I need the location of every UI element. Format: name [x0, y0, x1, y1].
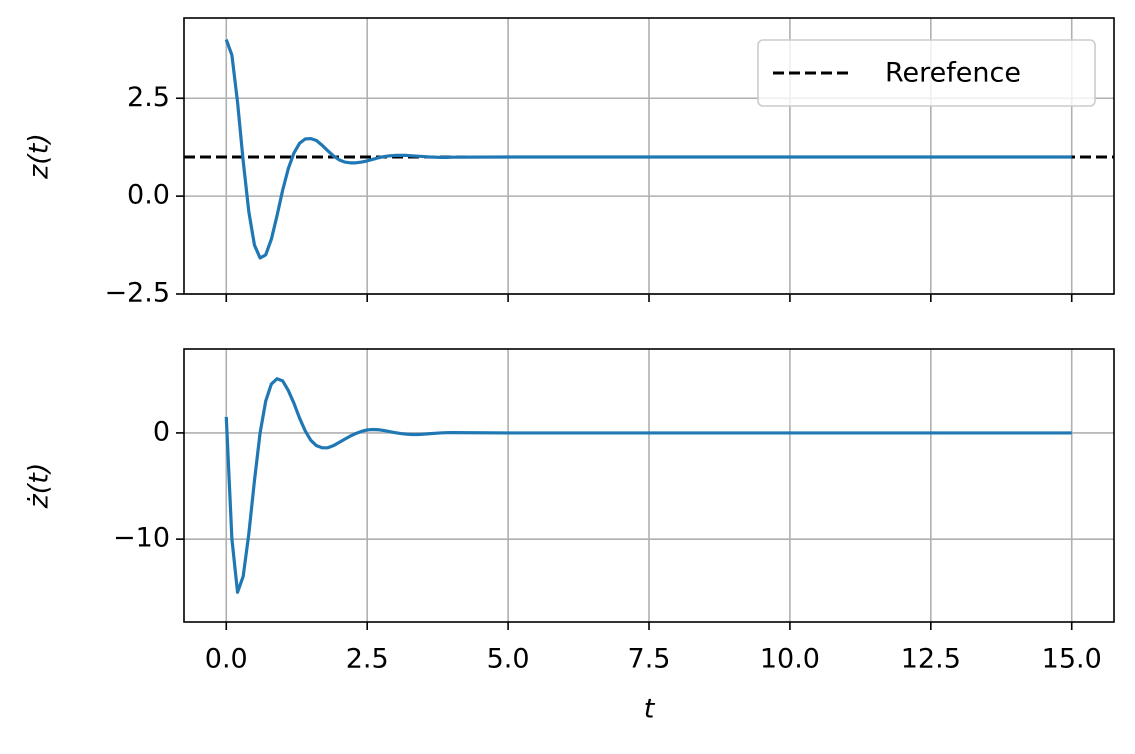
x-tick-label: 12.5	[901, 644, 961, 675]
x-axis-label: t	[644, 694, 656, 725]
y-axis-label: ż(t)	[24, 463, 55, 510]
x-tick-label: 0.0	[205, 644, 248, 675]
data-line	[224, 377, 1072, 594]
y-tick-label: 0	[153, 416, 170, 447]
y-tick-label: −10	[113, 523, 170, 554]
y-tick-label: 0.0	[127, 180, 170, 211]
y-tick-label: 2.5	[127, 82, 170, 113]
y-tick-label: −2.5	[104, 278, 170, 309]
axes-frame	[183, 348, 1115, 623]
x-tick-label: 2.5	[346, 644, 389, 675]
y-axis-label: z(t)	[24, 133, 55, 180]
x-tick-label: 5.0	[487, 644, 530, 675]
data-line	[224, 38, 1072, 260]
legend-label: Rerefence	[885, 58, 1021, 89]
axes-frame	[183, 17, 1115, 295]
x-tick-label: 10.0	[760, 644, 820, 675]
x-tick-label: 15.0	[1042, 644, 1102, 675]
legend-box	[757, 39, 1096, 107]
x-tick-label: 7.5	[628, 644, 671, 675]
